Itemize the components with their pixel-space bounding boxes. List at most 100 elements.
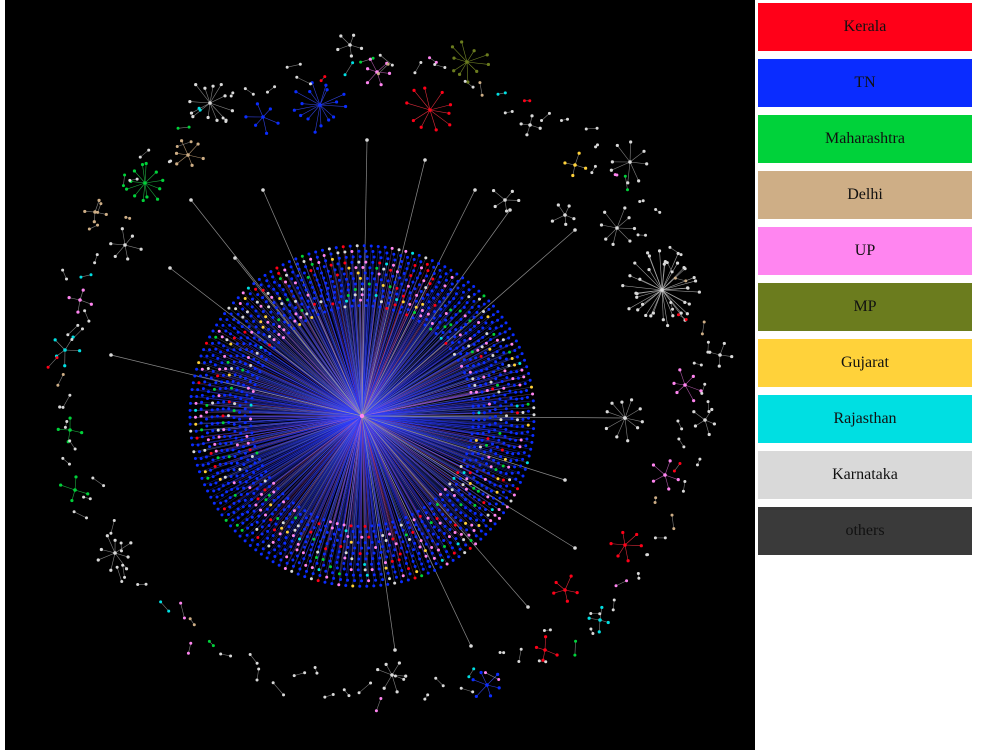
graph-node bbox=[248, 544, 252, 548]
graph-node bbox=[629, 140, 633, 144]
graph-node bbox=[448, 103, 453, 107]
graph-node bbox=[324, 259, 328, 263]
graph-node bbox=[263, 349, 267, 353]
graph-node bbox=[378, 261, 382, 265]
graph-edge bbox=[124, 235, 133, 246]
graph-node bbox=[349, 568, 353, 572]
graph-node bbox=[285, 273, 289, 277]
graph-node bbox=[195, 436, 199, 440]
graph-edge bbox=[598, 619, 601, 632]
graph-node bbox=[517, 345, 521, 349]
graph-node bbox=[87, 319, 91, 323]
graph-node bbox=[456, 286, 460, 290]
graph-edge bbox=[130, 181, 146, 184]
graph-node bbox=[216, 471, 220, 475]
graph-node bbox=[684, 317, 688, 321]
graph-node bbox=[145, 195, 149, 199]
graph-node bbox=[259, 283, 263, 287]
graph-node bbox=[366, 298, 370, 302]
graph-node bbox=[515, 458, 519, 462]
graph-edge bbox=[361, 415, 576, 549]
graph-node bbox=[528, 123, 532, 127]
graph-node bbox=[391, 554, 395, 558]
graph-node bbox=[364, 249, 368, 253]
graph-node bbox=[193, 456, 197, 460]
graph-node bbox=[363, 562, 367, 566]
graph-node bbox=[508, 327, 512, 331]
graph-node bbox=[335, 566, 339, 570]
graph-node bbox=[460, 364, 464, 368]
graph-edge bbox=[361, 415, 443, 501]
graph-node bbox=[268, 352, 272, 356]
graph-node bbox=[598, 612, 602, 616]
graph-edge bbox=[268, 415, 363, 526]
graph-node bbox=[440, 289, 444, 293]
graph-node bbox=[246, 336, 250, 340]
graph-node bbox=[199, 414, 203, 418]
graph-edge bbox=[361, 298, 411, 417]
graph-node bbox=[199, 457, 203, 461]
graph-node bbox=[281, 336, 285, 340]
graph-node bbox=[623, 206, 627, 210]
graph-edge bbox=[624, 544, 629, 561]
graph-node bbox=[250, 498, 254, 502]
graph-edge bbox=[339, 302, 363, 417]
graph-node bbox=[319, 528, 323, 532]
graph-node bbox=[210, 415, 214, 419]
graph-node bbox=[515, 425, 519, 429]
graph-node bbox=[474, 542, 478, 546]
graph-node bbox=[225, 490, 229, 494]
graph-node bbox=[126, 257, 130, 261]
graph-edge bbox=[361, 354, 455, 417]
graph-node bbox=[462, 358, 466, 362]
graph-node bbox=[348, 244, 352, 248]
graph-node bbox=[410, 554, 414, 558]
graph-node bbox=[497, 390, 501, 394]
graph-edge bbox=[295, 313, 363, 417]
graph-node bbox=[372, 277, 376, 281]
graph-node bbox=[372, 529, 376, 533]
graph-node bbox=[411, 251, 415, 255]
graph-node bbox=[104, 212, 108, 217]
graph-node bbox=[303, 575, 307, 579]
graph-node bbox=[682, 445, 686, 449]
graph-edge bbox=[466, 54, 488, 63]
graph-node bbox=[174, 151, 179, 155]
graph-node bbox=[512, 493, 516, 497]
graph-node bbox=[628, 239, 632, 243]
graph-edge bbox=[220, 653, 231, 657]
graph-edge bbox=[624, 399, 632, 419]
graph-edge bbox=[635, 289, 663, 294]
graph-node bbox=[493, 204, 497, 209]
graph-node bbox=[598, 618, 602, 622]
graph-node bbox=[300, 278, 304, 282]
graph-node bbox=[438, 300, 442, 304]
graph-edge bbox=[240, 415, 363, 434]
graph-node bbox=[243, 87, 247, 91]
graph-node bbox=[372, 299, 376, 303]
graph-node bbox=[273, 554, 277, 558]
graph-node bbox=[395, 270, 399, 274]
graph-edge bbox=[361, 378, 468, 417]
graph-node bbox=[292, 509, 296, 513]
graph-node bbox=[261, 502, 265, 506]
graph-node bbox=[327, 247, 331, 251]
graph-node bbox=[121, 184, 125, 188]
graph-node bbox=[494, 502, 498, 506]
graph-node bbox=[458, 309, 462, 313]
graph-node bbox=[530, 114, 534, 118]
graph-edge bbox=[361, 415, 465, 473]
graph-node bbox=[201, 156, 205, 161]
graph-node bbox=[406, 284, 410, 288]
graph-node bbox=[339, 533, 343, 537]
graph-node bbox=[512, 445, 516, 449]
graph-node bbox=[141, 198, 145, 203]
graph-node bbox=[294, 299, 298, 303]
graph-node bbox=[492, 344, 496, 348]
graph-node bbox=[161, 178, 165, 182]
graph-node bbox=[310, 315, 314, 319]
graph-edge bbox=[361, 347, 457, 417]
graph-node bbox=[590, 171, 594, 175]
graph-node bbox=[206, 396, 210, 400]
graph-node bbox=[423, 697, 427, 701]
